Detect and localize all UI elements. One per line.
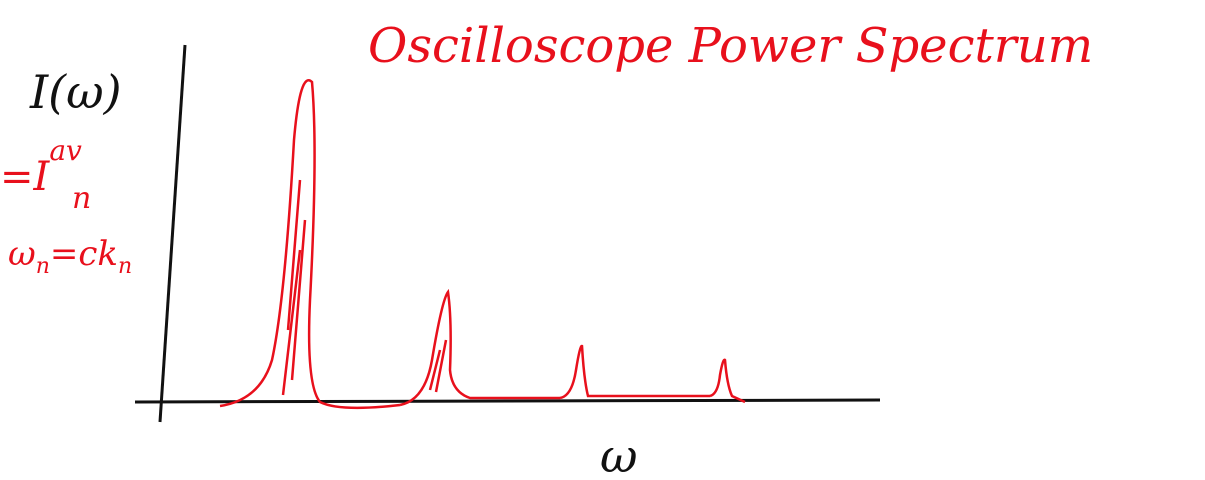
x-axis-label: ω	[600, 429, 638, 480]
x-axis	[135, 400, 880, 402]
title: Oscilloscope Power Spectrum	[368, 18, 1093, 74]
dispersion-subscript: n	[36, 254, 50, 279]
page: {"title": "Oscilloscope Power Spectrum",…	[0, 0, 1205, 480]
dispersion-rest: =ck	[50, 234, 118, 274]
dispersion-subscript-2: n	[118, 254, 132, 279]
average-base: =I	[0, 154, 51, 200]
y-axis-label: I(ω)	[29, 65, 122, 119]
dispersion-base: ω	[8, 234, 36, 274]
average-subscript: n	[72, 181, 91, 216]
dispersion-note: ωn=ckn	[8, 234, 132, 279]
average-superscript: av	[49, 134, 82, 167]
diagram: Oscilloscope Power Spectrum I(ω) =Iav n …	[0, 0, 1205, 480]
